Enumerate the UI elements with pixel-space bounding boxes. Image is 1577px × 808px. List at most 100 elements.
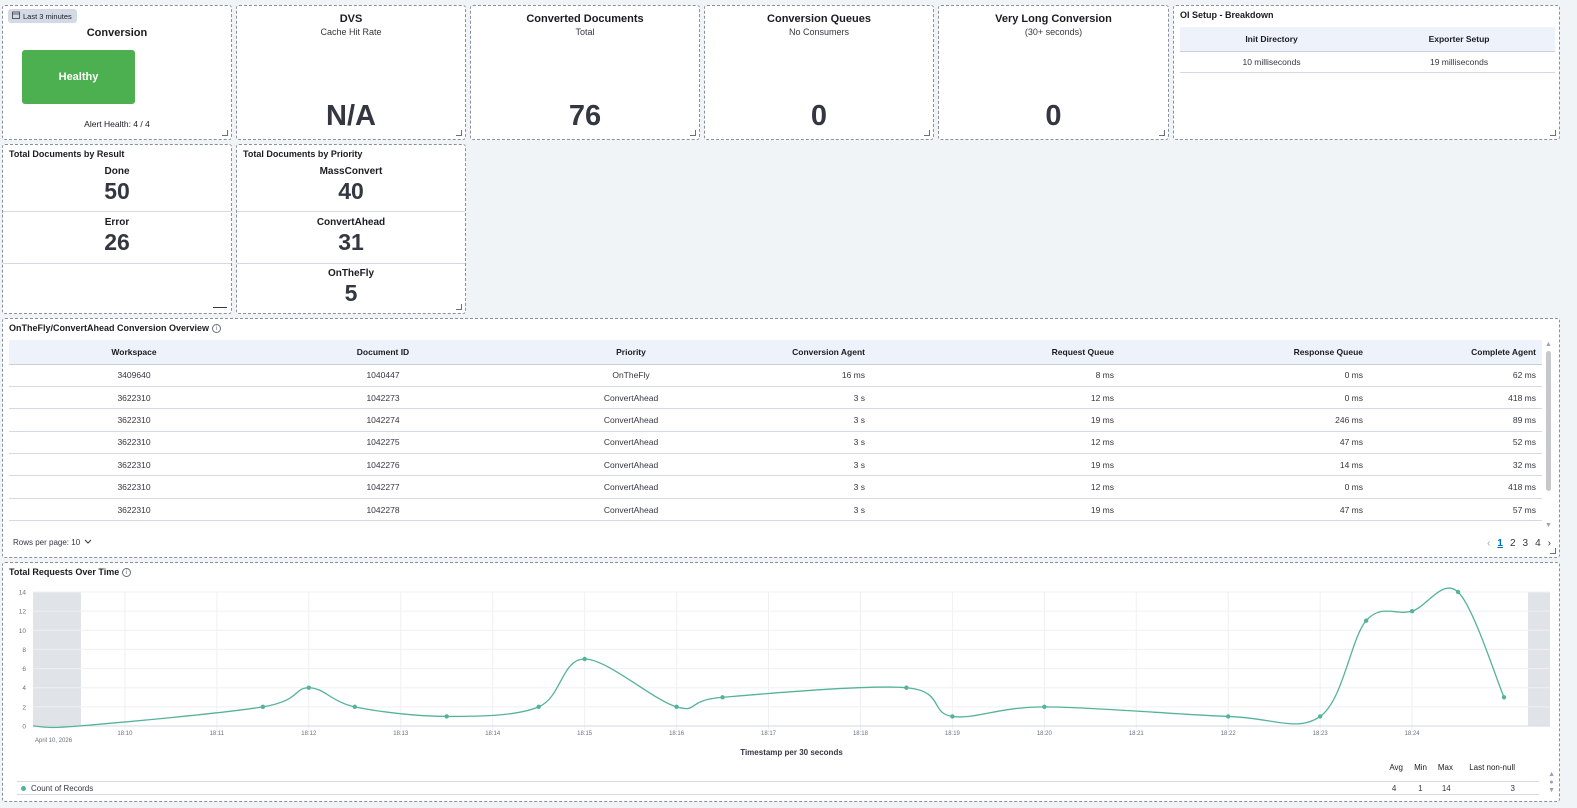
resize-handle[interactable] xyxy=(924,130,930,136)
info-icon[interactable]: i xyxy=(122,568,132,578)
table-cell: 19 milliseconds xyxy=(1363,51,1555,73)
table-row[interactable]: 3622310 1042275 ConvertAhead 3 s 12 ms 47 ms 5… xyxy=(9,431,1542,455)
table-cell: 12 ms xyxy=(871,386,1120,410)
by-priority-title: Total Documents by Priority xyxy=(243,149,363,159)
column-header-workspace[interactable]: Workspace xyxy=(9,340,259,365)
rows-per-page-select[interactable]: Rows per page: 10 xyxy=(13,538,92,547)
page-4-button[interactable]: 4 xyxy=(1535,538,1541,549)
calendar-icon xyxy=(12,11,20,21)
requests-line-chart[interactable]: 0 2 4 6 8 10 12 14 18:10 18:11 18:12 18:13 18:14 18:1… xyxy=(3,581,1560,781)
info-icon[interactable]: i xyxy=(212,324,222,334)
table-row[interactable]: 3622310 1042274 ConvertAhead 3 s 19 ms 246 ms… xyxy=(9,408,1542,432)
data-point xyxy=(720,695,725,700)
table-cell: 0 ms xyxy=(1120,386,1369,410)
table-cell: 32 ms xyxy=(1369,453,1542,477)
table-cell: 3622310 xyxy=(9,475,259,499)
resize-handle[interactable] xyxy=(213,307,227,308)
table-cell: 3 s xyxy=(755,498,871,522)
data-point xyxy=(1226,714,1231,719)
page-3-button[interactable]: 3 xyxy=(1522,538,1529,549)
table-scrollbar[interactable]: ▲ ▼ xyxy=(1544,341,1553,529)
x-tick-label: 18:20 xyxy=(1037,731,1053,737)
page-1-button[interactable]: 1 xyxy=(1497,538,1503,549)
resize-handle[interactable] xyxy=(690,130,696,136)
column-header-complete-agent[interactable]: Complete Agent xyxy=(1369,340,1542,365)
resize-handle[interactable] xyxy=(1550,548,1556,554)
pagination: ‹ 1 2 3 4 › xyxy=(1487,538,1551,549)
column-header-response-queue[interactable]: Response Queue xyxy=(1120,340,1369,365)
column-header[interactable]: Init Directory xyxy=(1180,27,1364,52)
table-row[interactable]: 3409640 1040447 OnTheFly 16 ms 8 ms 0 ms 62 ms xyxy=(9,364,1542,387)
column-header-conversion-agent[interactable]: Conversion Agent xyxy=(755,340,871,365)
table-row[interactable]: 36223101042279ConvertAhead3 s12 ms482 ms… xyxy=(9,520,1542,529)
data-point xyxy=(904,685,909,690)
metric-value: 31 xyxy=(338,229,364,255)
table-cell: 3622310 xyxy=(9,431,259,455)
table-cell: 12 ms xyxy=(871,431,1120,455)
y-tick-label: 2 xyxy=(22,704,26,711)
page-2-button[interactable]: 2 xyxy=(1509,538,1516,549)
table-cell: 3622310 xyxy=(9,408,259,432)
legend-item[interactable]: Count of Records 4 1 14 3 xyxy=(17,781,1539,795)
resize-handle[interactable] xyxy=(456,304,462,310)
x-tick-label: 18:15 xyxy=(577,731,593,737)
time-range-badge[interactable]: Last 3 minutes xyxy=(8,9,77,23)
documents-by-priority-panel: Total Documents by Priority MassConvert … xyxy=(236,144,466,314)
metric-label: OnTheFly xyxy=(327,268,375,279)
out-of-range-band xyxy=(33,592,81,726)
table-cell: 0 ms xyxy=(1120,475,1369,499)
x-tick-label: 18:23 xyxy=(1313,731,1329,737)
x-tick-label: 18:11 xyxy=(210,731,225,737)
column-header[interactable]: Exporter Setup xyxy=(1363,27,1555,52)
overview-title-text: OnTheFly/ConvertAhead Conversion Overvie… xyxy=(9,323,210,333)
column-header-document-id[interactable]: Document ID xyxy=(259,340,507,365)
converted-value: 76 xyxy=(568,100,602,132)
rows-per-page-label: Rows per page: 10 xyxy=(13,538,81,547)
very-long-conversion-panel: Very Long Conversion (30+ seconds) 0 xyxy=(938,5,1169,140)
table-cell: 89 ms xyxy=(1369,408,1542,432)
x-tick-label: 18:13 xyxy=(393,731,409,737)
y-tick-label: 12 xyxy=(19,609,27,616)
overview-table: Workspace Document ID Priority Conversio… xyxy=(9,340,1542,529)
requests-title-text: Total Requests Over Time xyxy=(9,567,120,577)
chevron-left-icon[interactable]: ‹ xyxy=(1487,538,1491,549)
resize-handle[interactable] xyxy=(1550,130,1556,136)
legend-value-max: 14 xyxy=(1441,783,1451,793)
table-cell: 3622310 xyxy=(9,386,259,410)
x-tick-label: 18:24 xyxy=(1405,731,1421,737)
table-cell: 57 ms xyxy=(1369,498,1542,522)
table-cell: 3622310 xyxy=(9,498,259,522)
table-row[interactable]: 3622310 1042278 ConvertAhead 3 s 19 ms 47 ms 5… xyxy=(9,498,1542,522)
resize-handle[interactable] xyxy=(222,130,228,136)
table-cell: 0 ms xyxy=(1120,364,1369,387)
data-point xyxy=(1317,714,1323,719)
scroll-down-icon[interactable]: ▼ xyxy=(1545,522,1552,529)
table-cell: 19 ms xyxy=(871,453,1120,477)
legend-scroll-icon[interactable]: ▲ ● ▼ xyxy=(1548,771,1555,794)
by-result-title: Total Documents by Result xyxy=(9,149,125,159)
scroll-up-icon[interactable]: ▲ xyxy=(1545,341,1552,348)
y-tick-label: 4 xyxy=(22,685,26,692)
scrollbar-thumb[interactable] xyxy=(1546,351,1551,491)
table-row[interactable]: 3622310 1042273 ConvertAhead 3 s 12 ms 0 ms 41… xyxy=(9,386,1542,410)
x-tick-label: 18:21 xyxy=(1129,731,1145,737)
data-point xyxy=(536,704,541,710)
table-cell: 418 ms xyxy=(1369,475,1542,499)
legend-series-name: Count of Records xyxy=(31,783,94,793)
resize-handle[interactable] xyxy=(456,130,462,136)
column-header-priority[interactable]: Priority xyxy=(507,340,755,365)
table-row[interactable]: 3622310 1042277 ConvertAhead 3 s 12 ms 0 ms 41… xyxy=(9,475,1542,499)
chevron-right-icon[interactable]: › xyxy=(1547,538,1551,549)
resize-handle[interactable] xyxy=(1159,130,1165,136)
column-header-request-queue[interactable]: Request Queue xyxy=(871,340,1120,365)
dvs-subtitle: Cache Hit Rate xyxy=(320,27,382,37)
table-row[interactable]: 3622310 1042276 ConvertAhead 3 s 19 ms 14 ms 3… xyxy=(9,453,1542,477)
legend-value-min: 1 xyxy=(1418,783,1423,793)
requests-over-time-panel: Total Requests Over Time i 0 2 4 6 8 10 12 14 18:… xyxy=(2,562,1560,802)
table-cell: 3622310 xyxy=(9,453,259,477)
dvs-panel: DVS Cache Hit Rate N/A xyxy=(236,5,466,140)
y-tick-label: 6 xyxy=(22,666,26,673)
table-cell: ConvertAhead xyxy=(507,498,755,522)
legend-values: 4 1 14 3 xyxy=(1366,784,1515,793)
metric-label: Error xyxy=(104,217,130,228)
